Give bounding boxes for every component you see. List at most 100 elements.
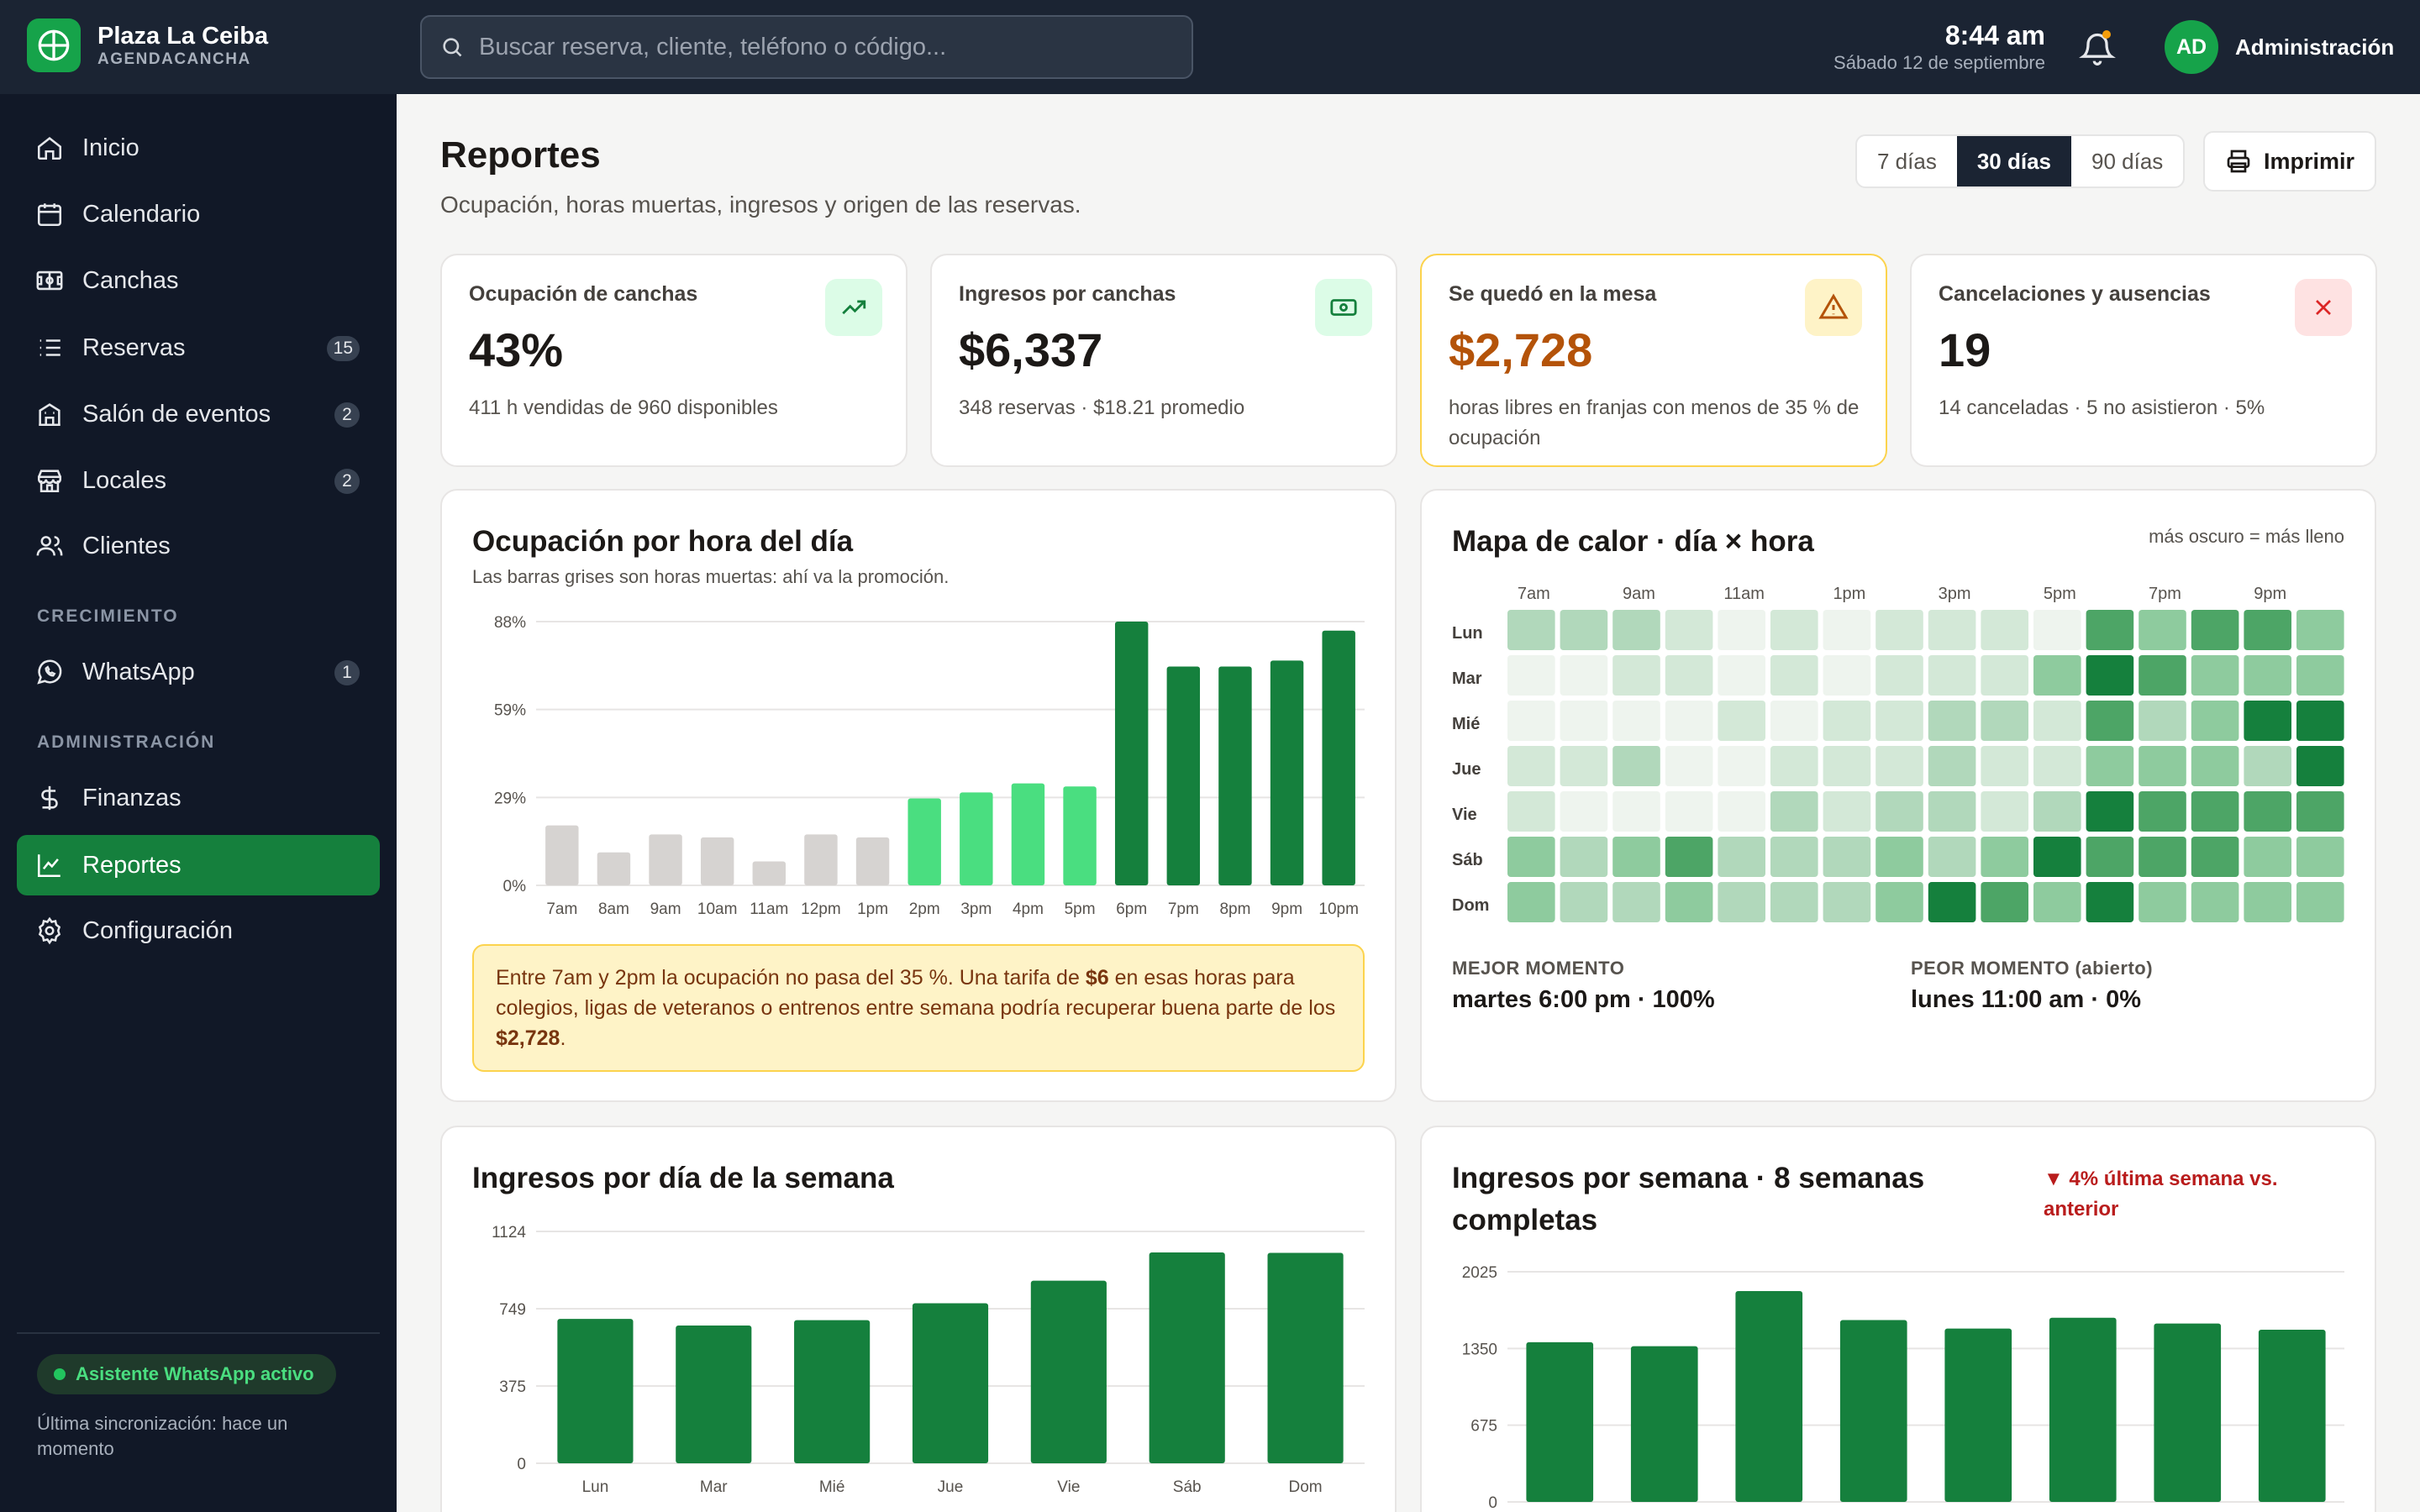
bell-icon	[2079, 33, 2116, 66]
sidebar-item-calendario[interactable]: Calendario	[17, 184, 380, 244]
heat-cell	[2244, 837, 2291, 877]
range-30-days-button[interactable]: 30 días	[1956, 136, 2071, 186]
notifications-button[interactable]	[2079, 30, 2116, 67]
heat-cell	[2033, 655, 2081, 696]
store-icon	[37, 470, 62, 493]
heat-cell	[1876, 610, 1923, 650]
sidebar-item-whatsapp[interactable]: WhatsApp 1	[17, 642, 380, 702]
hour-label: 1pm	[1833, 585, 1865, 603]
heat-cell	[1560, 655, 1608, 696]
range-90-days-button[interactable]: 90 días	[2091, 148, 2164, 174]
heat-cell	[1823, 746, 1871, 786]
x-tick-label: Lun	[582, 1478, 609, 1496]
user-menu[interactable]: AD Administración	[2165, 20, 2394, 74]
card-title: Ingresos por semana · 8 semanas completa…	[1452, 1162, 1925, 1236]
heat-cell	[1507, 791, 1555, 832]
heat-cell	[1981, 791, 2028, 832]
heat-cell	[1665, 655, 1713, 696]
heat-cell	[1507, 610, 1555, 650]
kpi-label: Cancelaciones y ausencias	[1939, 282, 2211, 306]
sidebar-item-finanzas[interactable]: Finanzas	[17, 768, 380, 828]
day-label: Vie	[1452, 806, 1477, 824]
heat-cell	[2244, 655, 2291, 696]
heat-cell	[1718, 882, 1765, 922]
y-tick-label: 29%	[494, 790, 526, 807]
x-tick-label: 4pm	[1013, 900, 1044, 918]
heat-cell	[1612, 791, 1660, 832]
heat-cell	[2296, 882, 2344, 922]
home-icon	[37, 137, 62, 160]
sidebar-item-reportes[interactable]: Reportes	[17, 835, 380, 895]
heat-cell	[1665, 837, 1713, 877]
sidebar-item-label: Canchas	[82, 266, 179, 294]
x-tick-label: 2pm	[909, 900, 940, 918]
range-7-days-button[interactable]: 7 días	[1877, 148, 1937, 174]
y-tick-label: 375	[499, 1378, 526, 1396]
kpi-value: $2,728	[1449, 323, 1593, 376]
sidebar-item-label: WhatsApp	[82, 658, 195, 685]
revenue-by-week-card: Ingresos por semana · 8 semanas completa…	[1420, 1126, 2376, 1512]
bar	[752, 861, 786, 885]
heat-cell	[2033, 746, 2081, 786]
x-tick-label: Jue	[938, 1478, 964, 1496]
sidebar: Inicio Calendario Canchas Reservas 15 Sa…	[0, 94, 397, 1512]
sidebar-item-locales[interactable]: Locales 2	[17, 450, 380, 511]
heat-cell	[2139, 882, 2186, 922]
x-tick-label: 10pm	[1318, 900, 1359, 918]
user-name: Administración	[2235, 34, 2395, 60]
heat-cell	[1823, 882, 1871, 922]
heat-cell	[2296, 610, 2344, 650]
trending-up-icon	[825, 279, 882, 336]
day-label: Jue	[1452, 760, 1481, 779]
promo-price: $6	[1085, 966, 1109, 990]
field-icon	[36, 270, 63, 291]
heat-cell	[1665, 701, 1713, 741]
heat-cell	[1507, 701, 1555, 741]
sidebar-item-reservas[interactable]: Reservas 15	[17, 318, 380, 378]
sidebar-item-label: Salón de eventos	[82, 400, 271, 428]
heat-cell	[1507, 655, 1555, 696]
worst-moment-label: PEOR MOMENTO (abierto)	[1911, 958, 2154, 979]
heat-cell	[2191, 837, 2239, 877]
card-subtitle: Las barras grises son horas muertas: ahí…	[472, 566, 950, 587]
hour-label: 3pm	[1939, 585, 1971, 603]
heat-cell	[1507, 882, 1555, 922]
x-tick-label: Mar	[700, 1478, 728, 1496]
best-moment-label: MEJOR MOMENTO	[1452, 958, 1625, 979]
x-tick-label: 8am	[598, 900, 629, 918]
day-label: Mié	[1452, 715, 1480, 733]
heat-cell	[2086, 746, 2134, 786]
day-label: Lun	[1452, 624, 1483, 643]
heat-cell	[2244, 610, 2291, 650]
heat-cell	[1507, 837, 1555, 877]
avatar: AD	[2165, 20, 2218, 74]
sidebar-item-label: Configuración	[82, 916, 233, 944]
heat-cell	[1770, 837, 1818, 877]
brand[interactable]: Plaza La Ceiba AGENDACANCHA	[27, 18, 268, 72]
hour-label: 5pm	[2044, 585, 2076, 603]
sidebar-item-salon[interactable]: Salón de eventos 2	[17, 384, 380, 444]
sidebar-item-clientes[interactable]: Clientes	[17, 516, 380, 576]
heatmap-legend: más oscuro = más lleno	[2149, 526, 2344, 547]
brand-name: Plaza La Ceiba	[97, 23, 269, 50]
search-box[interactable]	[420, 15, 1193, 79]
hour-label: 7pm	[2149, 585, 2181, 603]
heat-cell	[2086, 837, 2134, 877]
card-title: Mapa de calor · día × hora	[1452, 525, 1814, 558]
kpi-note: 348 reservas · $18.21 promedio	[959, 396, 1245, 419]
heat-cell	[2139, 791, 2186, 832]
sidebar-item-canchas[interactable]: Canchas	[17, 250, 380, 311]
heat-cell	[1665, 746, 1713, 786]
heat-cell	[1876, 882, 1923, 922]
y-tick-label: 59%	[494, 702, 526, 720]
sidebar-item-configuracion[interactable]: Configuración	[17, 900, 380, 961]
heat-cell	[1560, 882, 1608, 922]
x-tick-label: 6pm	[1116, 900, 1147, 918]
print-button[interactable]: Imprimir	[2203, 131, 2376, 192]
sidebar-item-inicio[interactable]: Inicio	[17, 118, 380, 178]
bar	[804, 834, 838, 885]
sidebar-item-label: Clientes	[82, 532, 171, 559]
x-tick-label: 1pm	[857, 900, 888, 918]
card-title: Ocupación por hora del día	[472, 525, 854, 558]
search-input[interactable]	[479, 33, 1168, 61]
